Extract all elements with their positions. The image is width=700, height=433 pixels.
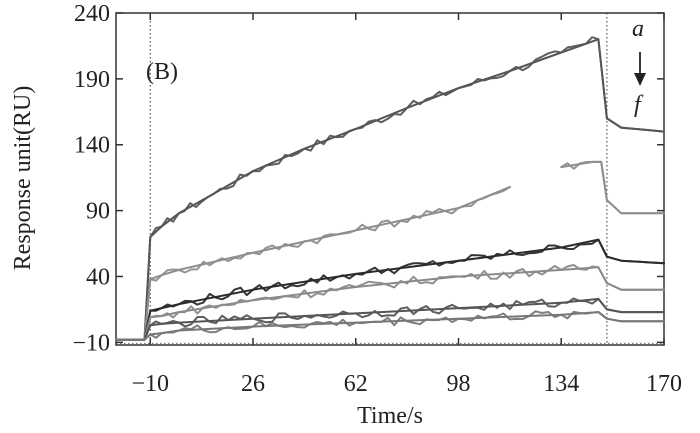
series-line-e: [115, 297, 665, 341]
series-line-b: [115, 160, 665, 341]
series-b: [115, 160, 665, 341]
x-tick-label: 134: [543, 371, 579, 397]
series-line-a: [115, 36, 665, 341]
x-tick-label: −10: [131, 371, 169, 397]
series-c: [115, 238, 665, 341]
series-line-f: [115, 310, 665, 341]
panel-label: (B): [146, 59, 178, 85]
legend-from-label: a: [632, 16, 644, 42]
y-tick-label: 240: [74, 1, 110, 27]
x-tick-label: 26: [241, 371, 265, 397]
x-axis-title: Time/s: [357, 403, 423, 429]
y-tick-label: 40: [86, 264, 110, 290]
plot-frame: [115, 12, 665, 346]
series-line-d: [115, 264, 665, 341]
x-tick-label: 98: [447, 371, 471, 397]
x-tick-label: 62: [344, 371, 368, 397]
legend-to-label: f: [634, 92, 644, 118]
plot-border: [115, 12, 665, 346]
series-line-c: [115, 238, 665, 341]
y-tick-label: 190: [74, 67, 110, 93]
series-a: [115, 36, 665, 341]
injection-markers: [149, 13, 608, 345]
series-group: [115, 36, 665, 341]
x-tick-label: 170: [646, 371, 682, 397]
series-f: [115, 310, 665, 341]
series-e: [115, 297, 665, 341]
series-d: [115, 264, 665, 341]
axis-ticks: −10 26 62 98 134 170 −10 40 90 140 190 240: [72, 1, 682, 397]
y-axis-title: Response unit(RU): [10, 86, 36, 271]
series-fit-c: [115, 238, 665, 341]
y-tick-label: 140: [74, 133, 110, 159]
y-tick-label: −10: [72, 330, 110, 356]
series-fit-a: [115, 38, 665, 341]
y-tick-label: 90: [86, 199, 110, 225]
legend-arrow-icon: [634, 52, 646, 86]
